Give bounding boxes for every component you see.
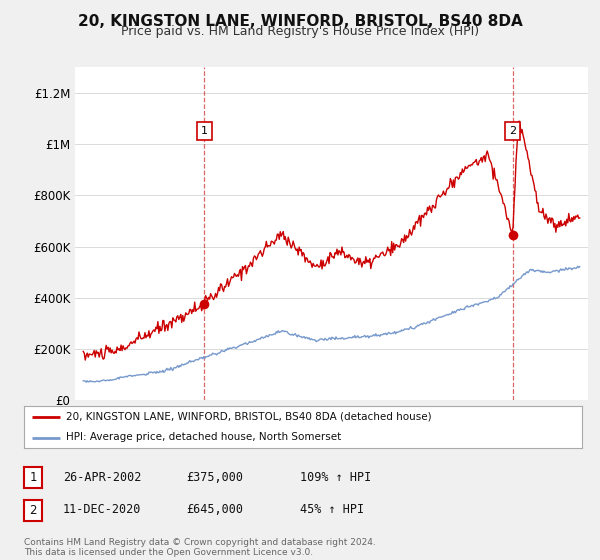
Text: Price paid vs. HM Land Registry's House Price Index (HPI): Price paid vs. HM Land Registry's House …	[121, 25, 479, 38]
Text: 2: 2	[29, 503, 37, 517]
Text: 1: 1	[201, 126, 208, 136]
Text: £375,000: £375,000	[186, 470, 243, 484]
Text: 2: 2	[509, 126, 516, 136]
Text: £645,000: £645,000	[186, 503, 243, 516]
Text: 20, KINGSTON LANE, WINFORD, BRISTOL, BS40 8DA: 20, KINGSTON LANE, WINFORD, BRISTOL, BS4…	[77, 14, 523, 29]
Text: 45% ↑ HPI: 45% ↑ HPI	[300, 503, 364, 516]
Text: 26-APR-2002: 26-APR-2002	[63, 470, 142, 484]
Text: 20, KINGSTON LANE, WINFORD, BRISTOL, BS40 8DA (detached house): 20, KINGSTON LANE, WINFORD, BRISTOL, BS4…	[66, 412, 431, 422]
Text: Contains HM Land Registry data © Crown copyright and database right 2024.
This d: Contains HM Land Registry data © Crown c…	[24, 538, 376, 557]
Text: 11-DEC-2020: 11-DEC-2020	[63, 503, 142, 516]
Text: HPI: Average price, detached house, North Somerset: HPI: Average price, detached house, Nort…	[66, 432, 341, 442]
Text: 109% ↑ HPI: 109% ↑ HPI	[300, 470, 371, 484]
Text: 1: 1	[29, 471, 37, 484]
